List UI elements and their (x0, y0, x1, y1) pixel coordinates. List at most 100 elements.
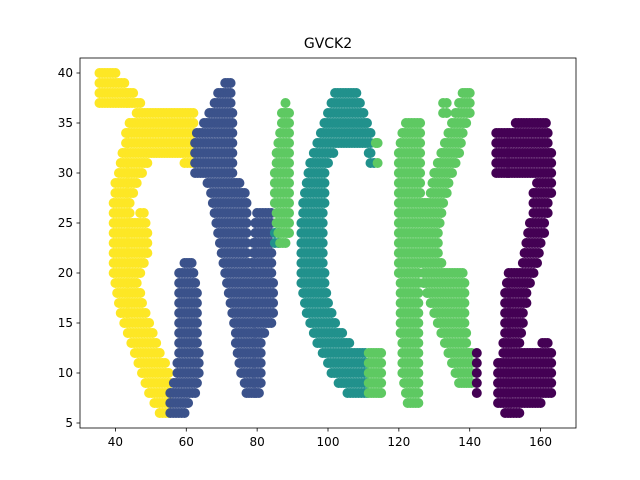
data-point (280, 238, 291, 248)
data-point (135, 288, 146, 298)
series-4 (269, 88, 477, 408)
data-point (183, 398, 194, 408)
data-point (227, 148, 238, 158)
data-point (131, 178, 142, 188)
data-point (413, 298, 424, 308)
data-point (454, 148, 465, 158)
data-point (317, 248, 328, 258)
x-tick-label: 160 (529, 435, 552, 449)
data-point (438, 198, 449, 208)
data-point (517, 308, 528, 318)
data-point (361, 118, 372, 128)
data-point (546, 178, 557, 188)
data-point (266, 268, 277, 278)
data-point (191, 338, 202, 348)
data-point (268, 298, 279, 308)
data-point (546, 388, 557, 398)
data-point (266, 318, 277, 328)
data-point (521, 298, 532, 308)
x-tick-label: 120 (387, 435, 410, 449)
data-point (255, 378, 266, 388)
data-point (539, 228, 550, 238)
data-point (135, 98, 146, 108)
x-axis: 40 60 80 100 120 140 160 (108, 428, 552, 449)
data-point (266, 248, 277, 258)
data-point (514, 408, 525, 418)
data-point (191, 308, 202, 318)
data-point (191, 298, 202, 308)
data-point (225, 98, 236, 108)
data-point (528, 268, 539, 278)
data-point (517, 318, 528, 328)
data-point (413, 358, 424, 368)
series-3 (269, 88, 380, 398)
data-point (321, 288, 332, 298)
data-point (135, 268, 146, 278)
data-point (471, 348, 482, 358)
data-point (524, 278, 535, 288)
data-point (461, 328, 472, 338)
data-point (351, 88, 362, 98)
data-point (546, 168, 557, 178)
y-tick-label: 5 (65, 416, 73, 430)
data-point (241, 198, 252, 208)
data-point (266, 258, 277, 268)
data-point (415, 178, 426, 188)
data-point (188, 108, 199, 118)
series-5 (471, 118, 557, 418)
data-point (413, 368, 424, 378)
data-point (532, 258, 543, 268)
data-point (436, 208, 447, 218)
data-point (413, 388, 424, 398)
data-point (542, 198, 553, 208)
data-point (546, 368, 557, 378)
x-tick-label: 80 (250, 435, 265, 449)
data-point (376, 388, 387, 398)
data-point (188, 268, 199, 278)
data-point (413, 348, 424, 358)
data-point (415, 138, 426, 148)
data-point (432, 228, 443, 238)
data-point (253, 388, 264, 398)
data-point (284, 108, 295, 118)
data-point (190, 388, 201, 398)
data-point (413, 378, 424, 388)
data-point (457, 128, 468, 138)
data-point (441, 98, 452, 108)
data-point (188, 118, 199, 128)
data-point (319, 178, 330, 188)
data-point (225, 88, 236, 98)
data-point (319, 198, 330, 208)
data-point (415, 188, 426, 198)
data-point (413, 318, 424, 328)
data-point (191, 378, 202, 388)
series-2 (165, 78, 279, 418)
data-point (413, 398, 424, 408)
data-point (268, 308, 279, 318)
data-point (542, 208, 553, 218)
data-point (415, 118, 426, 128)
data-point (160, 358, 171, 368)
data-point (144, 318, 155, 328)
data-point (413, 288, 424, 298)
data-point (191, 288, 202, 298)
data-point (190, 278, 201, 288)
data-point (459, 288, 470, 298)
data-point (255, 338, 266, 348)
data-point (142, 238, 153, 248)
data-point (227, 158, 238, 168)
data-point (459, 318, 470, 328)
data-point (323, 298, 333, 308)
data-point (319, 168, 330, 178)
data-point (434, 218, 445, 228)
data-point (255, 358, 266, 368)
data-point (376, 368, 387, 378)
data-point (436, 258, 447, 268)
data-point (443, 178, 454, 188)
data-point (376, 348, 387, 358)
data-point (319, 268, 330, 278)
data-point (284, 218, 295, 228)
data-point (284, 198, 295, 208)
data-point (137, 298, 147, 308)
x-tick-label: 100 (317, 435, 340, 449)
